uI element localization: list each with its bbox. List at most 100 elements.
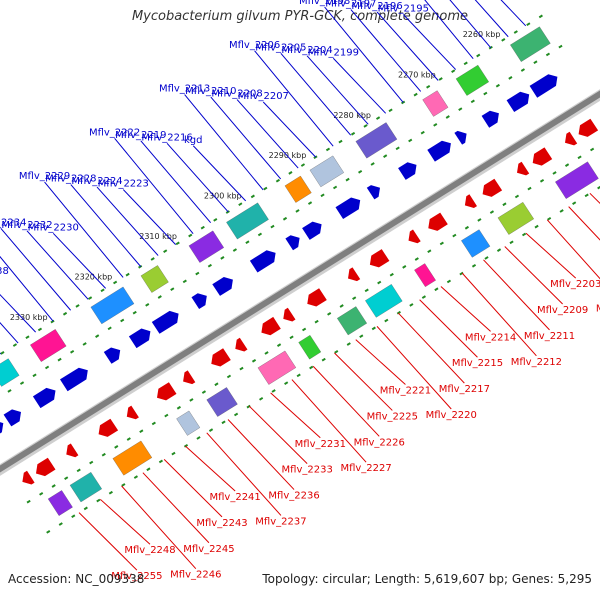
tick-mark [513, 30, 518, 34]
forward-gene-arrow [60, 367, 88, 392]
tick-mark [289, 335, 294, 340]
tick-mark [597, 185, 600, 190]
label-leader-reverse [483, 259, 550, 331]
reverse-gene-label: Mflv_2226 [354, 437, 405, 448]
tick-mark [271, 389, 276, 393]
reverse-gene-arrow [307, 288, 327, 307]
tick-mark [552, 171, 557, 175]
tick-mark [383, 154, 388, 158]
reverse-gene-arrow [235, 337, 248, 352]
gene-block [30, 329, 67, 362]
tick-mark [26, 499, 31, 504]
tick-mark [471, 263, 477, 268]
tick-mark [426, 84, 431, 89]
forward-gene-label: Mflv_2223 [98, 179, 149, 190]
tick-mark [420, 130, 425, 135]
tick-mark [57, 357, 62, 362]
gene-block [90, 286, 135, 325]
forward-gene-label: Mflv_2232 [1, 220, 52, 231]
gene-block [365, 284, 403, 318]
tick-mark [233, 412, 239, 417]
label-leader-reverse [376, 326, 452, 410]
tick-mark [251, 358, 257, 363]
label-leader-forward [52, 232, 106, 289]
label-leader-reverse [78, 512, 138, 571]
tick-mark [577, 155, 582, 160]
label-leader-forward [262, 101, 317, 158]
forward-gene-label: Mflv_2213 [159, 84, 210, 95]
label-leader-reverse [270, 392, 321, 439]
tick-mark [270, 224, 275, 229]
tick-mark [39, 491, 44, 496]
gene-block [355, 122, 398, 159]
forward-gene-arrow [151, 310, 179, 334]
tick-mark [346, 342, 351, 346]
label-leader-forward [424, 0, 474, 59]
tick-mark [439, 241, 444, 246]
forward-gene-label: Mflv_2208 [211, 89, 262, 100]
tick-mark [208, 428, 214, 432]
tick-mark [226, 374, 232, 379]
label-leader-reverse [440, 286, 491, 332]
forward-gene-label: Mflv_2234 [0, 217, 26, 228]
tick-mark [408, 138, 413, 143]
forward-gene-label: Mflv_2199 [308, 47, 359, 58]
tick-mark [107, 326, 112, 331]
label-leader-reverse [121, 485, 197, 569]
tick-mark [139, 429, 144, 434]
tick-mark [558, 44, 563, 49]
reverse-gene-label: Mflv_2212 [511, 357, 562, 368]
tick-mark [370, 162, 375, 166]
label-leader-reverse [206, 432, 282, 516]
tick-mark [413, 92, 418, 97]
tick-mark [584, 193, 589, 198]
reverse-gene-arrow [408, 229, 421, 244]
tick-mark [296, 373, 301, 378]
tick-mark [533, 60, 538, 65]
reverse-gene-arrow [36, 457, 56, 477]
tick-mark [489, 210, 495, 214]
tick-mark [76, 468, 81, 473]
tick-mark [339, 304, 344, 308]
tick-mark [163, 249, 168, 253]
label-leader-forward [0, 227, 72, 311]
forward-gene-arrow [427, 140, 451, 162]
forward-gene-label: Mflv_2224 [71, 176, 122, 187]
tick-mark [120, 318, 125, 323]
tick-mark [421, 295, 426, 299]
tick-mark [314, 319, 319, 324]
reverse-gene-arrow [283, 307, 296, 322]
tick-mark [12, 343, 18, 347]
tick-mark [534, 224, 539, 229]
forward-gene-arrow [481, 110, 499, 128]
reverse-gene-label: Mflv_2209 [537, 305, 588, 316]
gene-block [414, 263, 436, 288]
reverse-gene-arrow [261, 316, 281, 336]
genome-summary-label: Topology: circular; Length: 5,619,607 bp… [262, 572, 592, 586]
label-leader-reverse [568, 206, 600, 241]
label-leader-reverse [142, 472, 210, 544]
reverse-gene-arrow [98, 418, 119, 437]
scale-label: 2300 kbp [204, 192, 242, 201]
label-leader-forward [350, 9, 422, 92]
label-leader-forward [122, 189, 177, 245]
forward-gene-label: Mflv_2197 [325, 0, 376, 10]
reverse-gene-label: Mflv_2255 [111, 571, 162, 582]
tick-mark [502, 202, 507, 207]
label-leader-forward [402, 14, 457, 70]
tick-mark [451, 69, 456, 73]
tick-mark [395, 146, 400, 151]
tick-mark [164, 413, 169, 418]
tick-mark [264, 351, 269, 355]
forward-gene-arrow [249, 250, 276, 273]
tick-mark [51, 484, 56, 488]
tick-mark [146, 467, 151, 472]
tick-mark [238, 202, 243, 207]
tick-mark [427, 249, 432, 254]
reverse-gene-label: Mflv_2214 [465, 332, 516, 343]
forward-gene-label: Mflv_2195 [378, 3, 429, 14]
label-leader-reverse [291, 379, 367, 463]
tick-mark [46, 530, 51, 534]
tick-mark [484, 256, 489, 260]
